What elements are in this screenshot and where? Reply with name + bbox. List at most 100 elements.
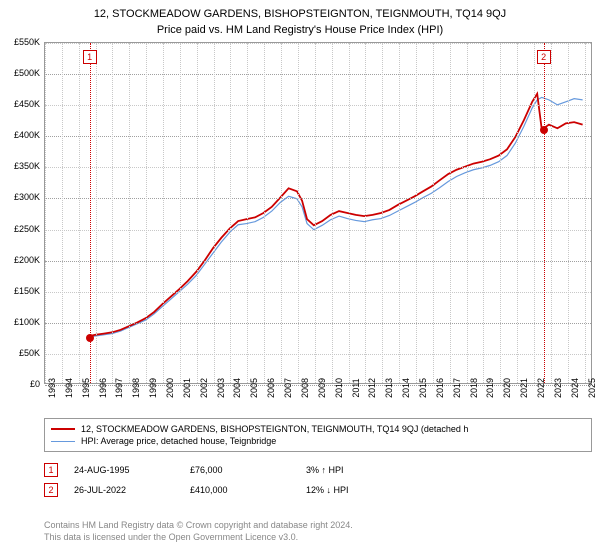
gridline-v (332, 43, 333, 383)
chart-title: 12, STOCKMEADOW GARDENS, BISHOPSTEIGNTON… (0, 0, 600, 20)
gridline-v (365, 43, 366, 383)
gridline-v (197, 43, 198, 383)
gridline-h (45, 323, 591, 324)
gridline-v (129, 43, 130, 383)
x-tick-label: 1998 (131, 378, 141, 398)
x-tick-label: 2010 (334, 378, 344, 398)
x-tick-label: 1999 (148, 378, 158, 398)
y-tick-label: £550K (4, 37, 40, 47)
gridline-v (534, 43, 535, 383)
x-tick-label: 2013 (384, 378, 394, 398)
x-tick-label: 2014 (401, 378, 411, 398)
gridline-v (483, 43, 484, 383)
chart-container: 12, STOCKMEADOW GARDENS, BISHOPSTEIGNTON… (0, 0, 600, 560)
line-series-svg (45, 43, 591, 383)
credits: Contains HM Land Registry data © Crown c… (44, 520, 353, 543)
legend-row: 12, STOCKMEADOW GARDENS, BISHOPSTEIGNTON… (51, 423, 585, 435)
gridline-v (315, 43, 316, 383)
x-tick-label: 2019 (485, 378, 495, 398)
sale-hpi-delta: 12% ↓ HPI (306, 485, 406, 495)
legend-swatch (51, 441, 75, 442)
legend-label: 12, STOCKMEADOW GARDENS, BISHOPSTEIGNTON… (81, 424, 468, 434)
x-tick-label: 2016 (435, 378, 445, 398)
gridline-v (79, 43, 80, 383)
marker-vline (90, 43, 91, 383)
x-tick-label: 2022 (536, 378, 546, 398)
sale-price: £76,000 (190, 465, 290, 475)
sale-marker-box: 1 (44, 463, 58, 477)
y-tick-label: £100K (4, 317, 40, 327)
x-tick-label: 2006 (266, 378, 276, 398)
x-tick-label: 2000 (165, 378, 175, 398)
gridline-v (433, 43, 434, 383)
y-tick-label: £0 (4, 379, 40, 389)
sale-dot (86, 334, 94, 342)
gridline-v (281, 43, 282, 383)
gridline-v (551, 43, 552, 383)
y-tick-label: £450K (4, 99, 40, 109)
y-tick-label: £250K (4, 224, 40, 234)
gridline-h (45, 43, 591, 44)
x-tick-label: 2018 (469, 378, 479, 398)
legend-swatch (51, 428, 75, 430)
x-tick-label: 2012 (367, 378, 377, 398)
gridline-v (230, 43, 231, 383)
y-tick-label: £350K (4, 161, 40, 171)
x-tick-label: 2004 (232, 378, 242, 398)
sale-row: 226-JUL-2022£410,00012% ↓ HPI (44, 480, 592, 500)
x-tick-label: 2008 (300, 378, 310, 398)
gridline-h (45, 74, 591, 75)
gridline-v (585, 43, 586, 383)
gridline-v (450, 43, 451, 383)
marker-vline (544, 43, 545, 383)
gridline-h (45, 292, 591, 293)
x-tick-label: 1994 (64, 378, 74, 398)
gridline-v (264, 43, 265, 383)
gridline-h (45, 230, 591, 231)
x-tick-label: 2002 (199, 378, 209, 398)
gridline-v (568, 43, 569, 383)
gridline-v (180, 43, 181, 383)
gridline-h (45, 136, 591, 137)
gridline-v (163, 43, 164, 383)
gridline-v (349, 43, 350, 383)
sale-dot (540, 126, 548, 134)
x-tick-label: 2007 (283, 378, 293, 398)
sale-marker-box: 2 (44, 483, 58, 497)
gridline-v (416, 43, 417, 383)
x-tick-label: 1995 (81, 378, 91, 398)
gridline-h (45, 261, 591, 262)
gridline-v (298, 43, 299, 383)
y-tick-label: £500K (4, 68, 40, 78)
x-tick-label: 2020 (502, 378, 512, 398)
gridline-v (382, 43, 383, 383)
gridline-v (62, 43, 63, 383)
gridline-v (214, 43, 215, 383)
sale-hpi-delta: 3% ↑ HPI (306, 465, 406, 475)
gridline-v (247, 43, 248, 383)
gridline-v (467, 43, 468, 383)
plot-area: 12 (44, 42, 592, 384)
gridline-v (517, 43, 518, 383)
gridline-v (399, 43, 400, 383)
x-tick-label: 2003 (216, 378, 226, 398)
x-tick-label: 2001 (182, 378, 192, 398)
gridline-v (500, 43, 501, 383)
sales-table: 124-AUG-1995£76,0003% ↑ HPI226-JUL-2022£… (44, 460, 592, 500)
legend-row: HPI: Average price, detached house, Teig… (51, 435, 585, 447)
sale-price: £410,000 (190, 485, 290, 495)
gridline-h (45, 167, 591, 168)
y-tick-label: £200K (4, 255, 40, 265)
gridline-v (96, 43, 97, 383)
y-tick-label: £300K (4, 192, 40, 202)
chart-subtitle: Price paid vs. HM Land Registry's House … (0, 20, 600, 42)
x-tick-label: 2005 (249, 378, 259, 398)
y-tick-label: £400K (4, 130, 40, 140)
chart-area: 12 £0£50K£100K£150K£200K£250K£300K£350K£… (0, 42, 600, 412)
x-tick-label: 2009 (317, 378, 327, 398)
gridline-v (45, 43, 46, 383)
x-tick-label: 2025 (587, 378, 597, 398)
sale-date: 24-AUG-1995 (74, 465, 174, 475)
x-tick-label: 2015 (418, 378, 428, 398)
gridline-h (45, 105, 591, 106)
